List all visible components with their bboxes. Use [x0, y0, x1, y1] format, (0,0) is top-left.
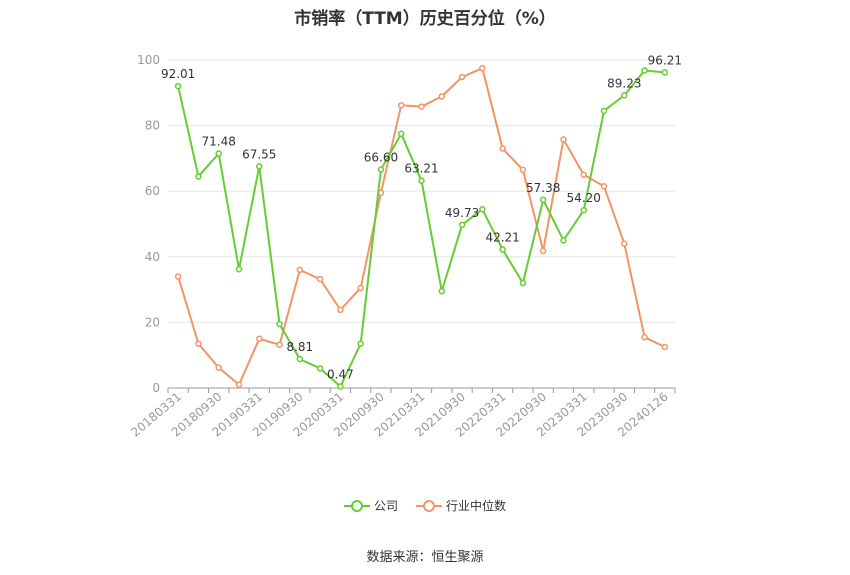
legend-label-company: 公司	[373, 499, 398, 513]
data-point-industry[interactable]	[641, 333, 648, 341]
data-point-industry[interactable]	[174, 273, 182, 280]
data-point-industry[interactable]	[519, 166, 527, 174]
data-point-company[interactable]	[377, 166, 385, 173]
chart-title: 市销率（TTM）历史百分位（%）	[294, 9, 556, 29]
data-label-company: 66.60	[364, 151, 398, 165]
data-point-industry[interactable]	[458, 73, 466, 81]
data-label-company: 42.21	[485, 231, 519, 245]
data-label-company: 49.73	[445, 206, 479, 220]
line-chart: 0204060801002018033120180930201903312019…	[128, 53, 682, 440]
data-label-company: 57.38	[526, 181, 560, 195]
y-tick-label: 60	[145, 184, 160, 198]
data-point-industry[interactable]	[235, 381, 243, 388]
data-label-company: 63.21	[404, 162, 438, 176]
data-point-industry[interactable]	[357, 284, 364, 292]
data-point-industry[interactable]	[195, 340, 202, 347]
data-point-company[interactable]	[235, 266, 243, 273]
data-point-company[interactable]	[397, 130, 405, 138]
data-label-company: 8.81	[286, 340, 313, 354]
data-point-industry[interactable]	[499, 145, 506, 152]
data-point-company[interactable]	[458, 221, 466, 229]
series-line-company	[177, 69, 665, 389]
data-point-industry[interactable]	[621, 240, 628, 247]
data-point-industry[interactable]	[215, 364, 222, 371]
data-point-industry[interactable]	[661, 343, 669, 351]
data-point-industry[interactable]	[418, 103, 425, 110]
data-point-company[interactable]	[600, 107, 608, 115]
series-line-industry	[177, 66, 666, 387]
data-point-company[interactable]	[661, 69, 669, 76]
y-tick-label: 100	[137, 53, 160, 67]
data-point-industry[interactable]	[337, 306, 344, 314]
y-tick-label: 20	[145, 315, 160, 329]
legend-company-marker-icon	[343, 499, 370, 512]
data-point-company[interactable]	[479, 205, 486, 213]
data-point-company[interactable]	[316, 365, 324, 372]
legend-item-company[interactable]: 公司	[343, 497, 398, 514]
data-point-industry[interactable]	[296, 266, 304, 274]
data-point-company[interactable]	[641, 67, 648, 74]
data-point-company[interactable]	[276, 320, 283, 328]
data-point-company[interactable]	[560, 237, 567, 244]
data-point-industry[interactable]	[580, 171, 587, 179]
y-tick-label: 40	[145, 250, 160, 264]
data-point-company[interactable]	[499, 246, 506, 253]
data-label-company: 96.21	[648, 53, 682, 67]
data-point-industry[interactable]	[316, 275, 324, 283]
data-point-industry[interactable]	[397, 102, 405, 109]
data-point-company[interactable]	[519, 279, 527, 287]
data-label-company: 67.55	[242, 147, 276, 161]
data-label-company: 89.23	[607, 76, 641, 90]
legend-item-industry[interactable]: 行业中位数	[416, 497, 506, 514]
data-source: 数据来源：恒生聚源	[366, 550, 484, 565]
data-point-company[interactable]	[256, 163, 263, 170]
data-point-company[interactable]	[195, 173, 202, 180]
data-point-company[interactable]	[357, 340, 364, 347]
data-point-company[interactable]	[539, 196, 547, 204]
data-point-industry[interactable]	[479, 64, 486, 72]
data-point-company[interactable]	[215, 150, 222, 157]
chart-legend: 公司 行业中位数	[0, 497, 850, 514]
data-point-industry[interactable]	[438, 93, 446, 100]
data-label-company: 92.01	[161, 67, 195, 81]
data-label-company: 71.48	[202, 135, 236, 149]
data-label-company: 0.47	[327, 367, 354, 381]
data-point-company[interactable]	[296, 355, 304, 363]
legend-label-industry: 行业中位数	[446, 499, 507, 513]
y-tick-label: 80	[145, 119, 160, 133]
data-point-company[interactable]	[580, 206, 587, 214]
data-point-company[interactable]	[337, 383, 344, 390]
data-point-company[interactable]	[621, 92, 628, 99]
data-point-industry[interactable]	[539, 247, 547, 255]
y-tick-label: 0	[152, 381, 160, 395]
data-point-industry[interactable]	[560, 136, 567, 143]
data-point-industry[interactable]	[256, 335, 263, 343]
data-point-company[interactable]	[418, 177, 425, 184]
data-point-company[interactable]	[174, 82, 182, 90]
data-point-industry[interactable]	[600, 183, 608, 190]
data-point-industry[interactable]	[276, 341, 283, 348]
data-label-company: 54.20	[567, 191, 601, 205]
legend-industry-marker-icon	[416, 499, 442, 512]
data-point-company[interactable]	[438, 287, 446, 295]
